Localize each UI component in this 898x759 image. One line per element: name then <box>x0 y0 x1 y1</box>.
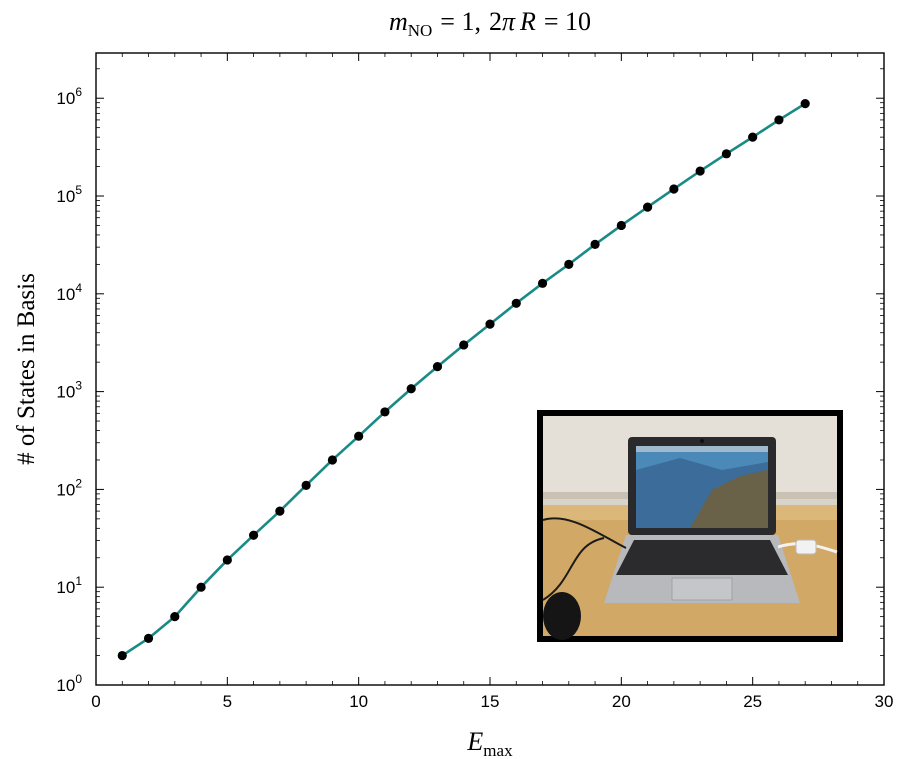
y-tick-base: 10 <box>56 383 75 402</box>
x-tick-label: 30 <box>875 692 894 711</box>
y-tick-exponent: 3 <box>75 379 82 393</box>
data-point <box>643 202 653 212</box>
data-point <box>143 633 154 643</box>
inset-mouse <box>543 592 581 640</box>
y-tick-label: 106 <box>56 85 82 108</box>
data-point <box>800 99 810 109</box>
y-tick-base: 10 <box>56 285 75 304</box>
y-tick-label: 100 <box>56 672 82 695</box>
inset-cable-left <box>542 517 627 549</box>
x-tick-label: 0 <box>91 692 100 711</box>
y-tick-base: 10 <box>56 187 75 206</box>
x-tick-label: 5 <box>223 692 232 711</box>
chart-title: mNO = 1, 2π R = 10 <box>389 7 591 40</box>
x-axis-label-symbol: E <box>466 727 483 756</box>
inset-cable-left-2 <box>542 537 605 601</box>
y-tick-exponent: 1 <box>75 574 82 588</box>
data-point <box>380 407 390 417</box>
x-axis-label-subscript: max <box>483 741 513 759</box>
data-point <box>537 278 548 288</box>
title-r-prefix: 2 <box>489 7 502 36</box>
data-point <box>564 259 574 269</box>
title-m-subscript: NO <box>408 21 433 40</box>
x-tick-label: 15 <box>481 692 500 711</box>
data-point <box>748 132 758 142</box>
data-point <box>327 455 337 465</box>
inset-photo <box>537 410 843 642</box>
data-point <box>669 184 679 194</box>
data-point <box>406 384 416 394</box>
data-point <box>275 506 285 516</box>
inset-adapter <box>795 539 817 555</box>
data-point <box>511 298 521 308</box>
y-tick-base: 10 <box>56 578 75 597</box>
y-axis-label: # of States in Basis <box>13 273 40 465</box>
title-m-value: = 1, <box>440 7 481 36</box>
data-point <box>590 239 600 250</box>
y-tick-label: 104 <box>56 281 82 304</box>
data-point <box>249 530 259 540</box>
data-point <box>695 166 705 176</box>
y-tick-base: 10 <box>56 676 75 695</box>
laptop-trackpad <box>671 577 733 601</box>
title-r-pi: π <box>502 7 516 36</box>
x-tick-label: 25 <box>743 692 762 711</box>
data-point <box>222 555 232 565</box>
x-tick-label: 10 <box>349 692 368 711</box>
data-point <box>774 115 784 125</box>
y-tick-label: 102 <box>56 476 82 499</box>
x-tick-label: 20 <box>612 692 631 711</box>
data-point <box>459 340 469 350</box>
data-point <box>354 431 364 441</box>
data-point <box>721 149 732 159</box>
title-r-symbol: R <box>519 7 536 36</box>
y-tick-exponent: 4 <box>75 281 82 295</box>
data-point <box>432 362 443 372</box>
y-tick-label: 105 <box>56 183 82 206</box>
y-tick-exponent: 5 <box>75 183 82 197</box>
data-point <box>616 220 626 231</box>
y-tick-exponent: 0 <box>75 672 82 686</box>
y-tick-label: 101 <box>56 574 82 597</box>
data-point <box>170 612 180 622</box>
title-m-symbol: m <box>389 7 408 36</box>
data-point <box>117 650 127 661</box>
data-points-layer <box>117 99 810 661</box>
laptop-screen-cliff <box>690 470 768 528</box>
ticks-layer <box>95 53 885 686</box>
data-point <box>196 582 206 592</box>
x-axis-label: Emax <box>466 727 513 759</box>
y-tick-exponent: 2 <box>75 476 82 490</box>
title-r-value: = 10 <box>544 7 591 36</box>
laptop-keyboard <box>616 540 788 575</box>
data-point <box>301 480 311 490</box>
y-tick-exponent: 6 <box>75 85 82 99</box>
laptop-camera <box>700 439 704 443</box>
y-tick-base: 10 <box>56 480 75 499</box>
y-tick-label: 103 <box>56 379 82 402</box>
y-tick-base: 10 <box>56 89 75 108</box>
laptop-menubar <box>636 446 768 452</box>
data-point <box>485 319 495 329</box>
